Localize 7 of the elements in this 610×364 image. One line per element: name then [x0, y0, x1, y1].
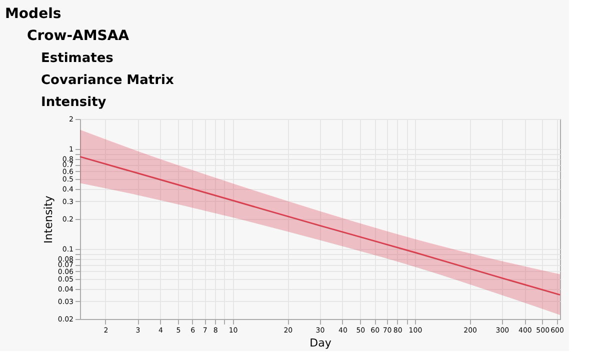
text: Intensity: [41, 95, 107, 110]
text: Covariance Matrix: [41, 73, 174, 88]
text: Estimates: [41, 51, 114, 66]
text: Crow-AMSAA: [27, 28, 130, 44]
y-axis-title: Intensity: [42, 195, 55, 244]
chart-title: Models: [5, 6, 62, 22]
x-axis-title: Day: [310, 336, 332, 350]
